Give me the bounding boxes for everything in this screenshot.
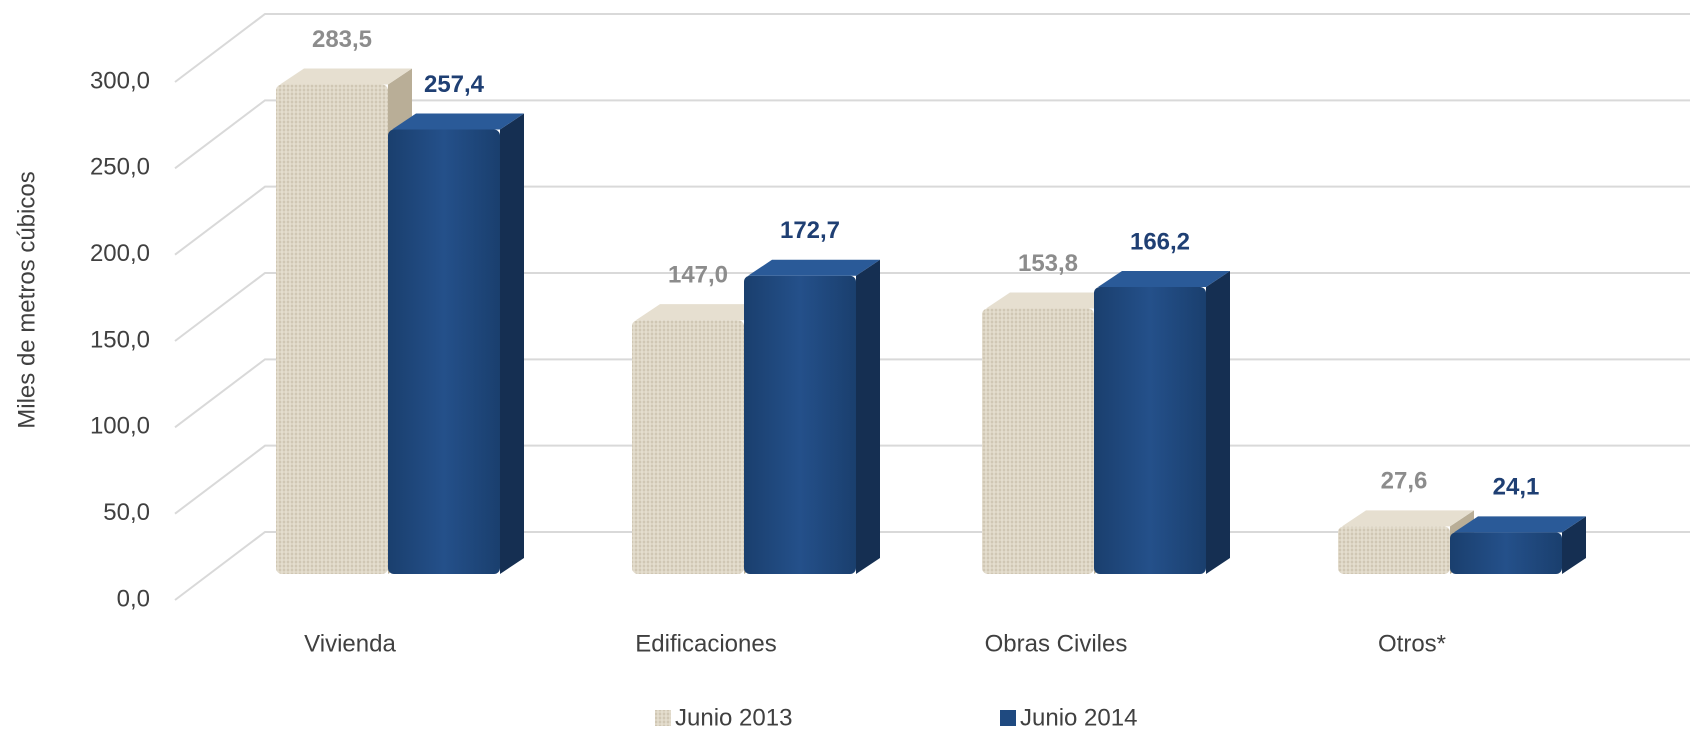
bar: [1094, 271, 1230, 574]
value-label: 166,2: [1130, 228, 1190, 255]
x-tick-label: Vivienda: [304, 630, 396, 657]
value-label: 172,7: [780, 217, 840, 244]
grid-line: [174, 13, 1690, 83]
y-tick-label: 200,0: [90, 240, 150, 267]
y-tick-label: 150,0: [90, 326, 150, 353]
legend-label: Junio 2013: [675, 704, 792, 731]
value-label: 257,4: [424, 71, 485, 98]
y-tick-label: 100,0: [90, 413, 150, 440]
y-tick-label: 250,0: [90, 154, 150, 181]
bar: [1450, 516, 1586, 574]
grid-line: [174, 185, 1690, 256]
bar: [744, 259, 880, 574]
bar: [388, 113, 524, 574]
x-tick-label: Edificaciones: [635, 630, 776, 657]
y-axis-title: Miles de metros cúbicos: [13, 171, 40, 428]
value-label: 147,0: [668, 262, 728, 289]
x-tick-label: Obras Civiles: [985, 630, 1128, 657]
x-tick-label: Otros*: [1378, 630, 1446, 657]
legend-swatch: [1000, 710, 1016, 726]
value-label: 153,8: [1018, 250, 1078, 277]
y-tick-label: 50,0: [103, 499, 150, 526]
grid-line: [174, 99, 1690, 170]
value-label: 283,5: [312, 26, 372, 53]
y-tick-label: 300,0: [90, 67, 150, 94]
value-label: 27,6: [1381, 468, 1428, 495]
legend-swatch: [655, 710, 671, 726]
y-tick-label: 0,0: [117, 585, 150, 612]
value-label: 24,1: [1493, 474, 1540, 501]
legend-label: Junio 2014: [1020, 704, 1137, 731]
